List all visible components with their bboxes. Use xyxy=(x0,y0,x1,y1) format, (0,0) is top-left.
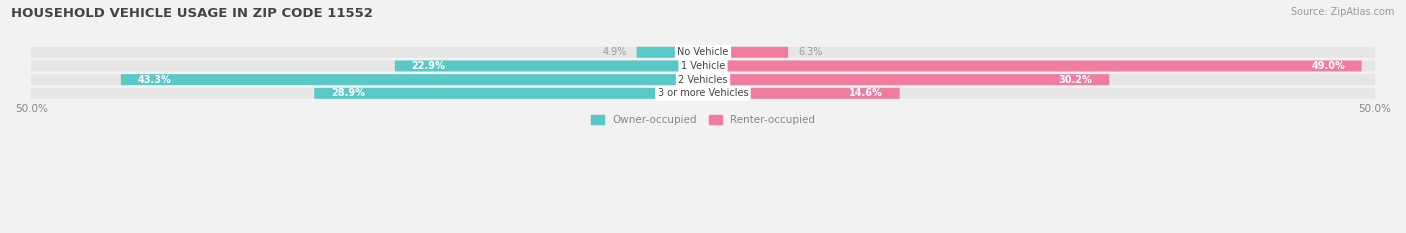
Text: No Vehicle: No Vehicle xyxy=(678,47,728,57)
Text: 49.0%: 49.0% xyxy=(1312,61,1346,71)
Legend: Owner-occupied, Renter-occupied: Owner-occupied, Renter-occupied xyxy=(586,111,820,129)
FancyBboxPatch shape xyxy=(31,74,1375,85)
FancyBboxPatch shape xyxy=(121,74,703,85)
Text: 22.9%: 22.9% xyxy=(412,61,446,71)
FancyBboxPatch shape xyxy=(703,88,900,99)
Text: 4.9%: 4.9% xyxy=(602,47,627,57)
Text: 43.3%: 43.3% xyxy=(138,75,172,85)
Text: 14.6%: 14.6% xyxy=(849,88,883,98)
FancyBboxPatch shape xyxy=(703,47,789,58)
Text: 30.2%: 30.2% xyxy=(1059,75,1092,85)
FancyBboxPatch shape xyxy=(31,88,1375,99)
Text: 2 Vehicles: 2 Vehicles xyxy=(678,75,728,85)
Text: 6.3%: 6.3% xyxy=(799,47,823,57)
Text: HOUSEHOLD VEHICLE USAGE IN ZIP CODE 11552: HOUSEHOLD VEHICLE USAGE IN ZIP CODE 1155… xyxy=(11,7,373,20)
Text: 28.9%: 28.9% xyxy=(330,88,364,98)
FancyBboxPatch shape xyxy=(395,61,703,72)
FancyBboxPatch shape xyxy=(31,61,1375,72)
FancyBboxPatch shape xyxy=(637,47,703,58)
FancyBboxPatch shape xyxy=(31,47,1375,58)
Text: Source: ZipAtlas.com: Source: ZipAtlas.com xyxy=(1291,7,1395,17)
FancyBboxPatch shape xyxy=(703,74,1109,85)
Text: 3 or more Vehicles: 3 or more Vehicles xyxy=(658,88,748,98)
FancyBboxPatch shape xyxy=(315,88,703,99)
FancyBboxPatch shape xyxy=(703,61,1361,72)
Text: 1 Vehicle: 1 Vehicle xyxy=(681,61,725,71)
